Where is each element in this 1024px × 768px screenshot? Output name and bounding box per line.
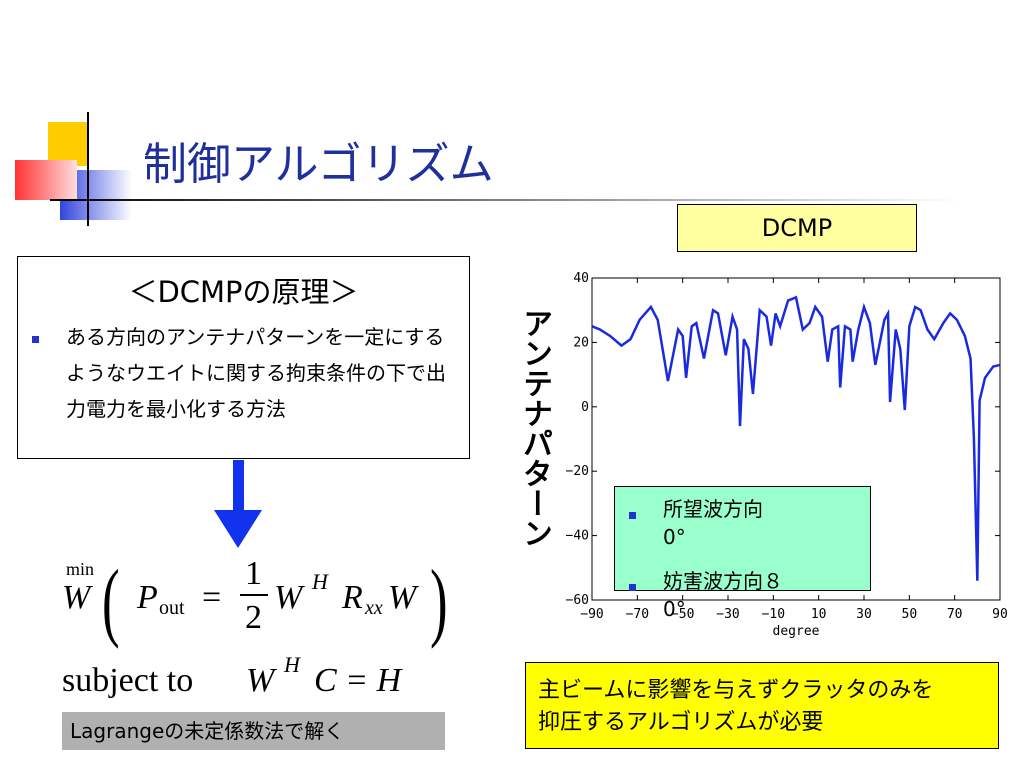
- legend-bullet: [629, 512, 636, 519]
- deco-red: [15, 160, 77, 200]
- x-tick-label: 10: [811, 607, 827, 622]
- constraint: subject to W H C = H: [62, 652, 462, 702]
- x-tick-label: 90: [992, 607, 1008, 622]
- title-rule: [50, 199, 960, 201]
- eq-num: 1: [245, 555, 262, 592]
- x-tick-label: −70: [626, 607, 649, 622]
- principle-title: ＜DCMPの原理＞: [128, 275, 359, 309]
- x-tick-label: −90: [580, 607, 603, 622]
- eq-w1: W: [274, 579, 303, 616]
- legend-item: 所望波方向0°: [663, 497, 763, 549]
- note: Lagrangeの未定係数法で解く: [62, 712, 445, 750]
- paren: ): [430, 553, 448, 650]
- arrow-shaft: [233, 460, 244, 512]
- y-axis-label: アンテナパターン: [517, 308, 552, 548]
- bullet: [32, 336, 39, 343]
- arrow-head: [214, 510, 262, 548]
- y-tick-label: −60: [566, 593, 589, 608]
- equation: min W ( P out = 1 2 W H R xx W ): [62, 553, 472, 655]
- cons-rest: C = H: [314, 662, 402, 699]
- plot-frame: [591, 277, 1001, 601]
- principle-item: ある方向のアンテナパターンを一定にするようなウエイトに関する拘束条件の下で出力電…: [66, 325, 446, 421]
- x-tick-label: −10: [762, 607, 785, 622]
- cons-w: W: [246, 662, 275, 699]
- legend-item: 妨害波方向８0°: [663, 569, 783, 621]
- cons-text: subject to: [62, 662, 194, 699]
- y-tick-label: 0: [581, 400, 589, 415]
- y-tick-label: −20: [566, 464, 589, 479]
- frac-bar: [240, 594, 268, 596]
- deco-yellow: [48, 122, 88, 166]
- eq-sup: H: [312, 569, 328, 594]
- principle-box: ＜DCMPの原理＞ ある方向のアンテナパターンを一定にするようなウエイトに関する…: [17, 256, 470, 459]
- x-tick-label: 50: [902, 607, 918, 622]
- slide-title: 制御アルゴリズム: [143, 139, 494, 190]
- cons-sup: H: [284, 652, 300, 677]
- y-tick-label: −40: [566, 529, 589, 544]
- bottom-line: 主ビームに影響を与えずクラッタのみを: [538, 678, 934, 703]
- eq-p: P: [137, 579, 158, 616]
- eq-sub: out: [159, 597, 185, 619]
- tag-box: DCMP: [677, 204, 917, 252]
- eq-den: 2: [245, 599, 262, 636]
- legend-bullet: [629, 584, 636, 591]
- paren: (: [102, 553, 120, 650]
- eq-sub2: xx: [365, 597, 383, 619]
- bottom-line: 抑圧するアルゴリズムが必要: [538, 710, 824, 735]
- chart: −60 −40 −20 0 20 40 −90 −70 −50 −30 −10 10 30 50 70 90 d…: [566, 271, 1008, 639]
- x-tick-label: 70: [947, 607, 963, 622]
- legend: 所望波方向0° 妨害波方向８0°: [614, 486, 871, 621]
- eq-r: R: [342, 579, 363, 616]
- bottom-box: 主ビームに影響を与えずクラッタのみを 抑圧するアルゴリズムが必要: [525, 662, 999, 749]
- x-axis-label: degree: [773, 624, 820, 639]
- eq-w2: W: [388, 579, 417, 616]
- eq-min: min: [66, 559, 95, 579]
- y-tick-label: 20: [573, 335, 589, 350]
- x-tick-label: −30: [716, 607, 739, 622]
- eq-w: W: [62, 579, 91, 616]
- x-tick-label: −50: [671, 607, 694, 622]
- eq-eq: =: [202, 579, 222, 616]
- x-tick-label: 30: [856, 607, 872, 622]
- line-series: [591, 295, 1001, 581]
- y-tick-label: 40: [573, 271, 589, 286]
